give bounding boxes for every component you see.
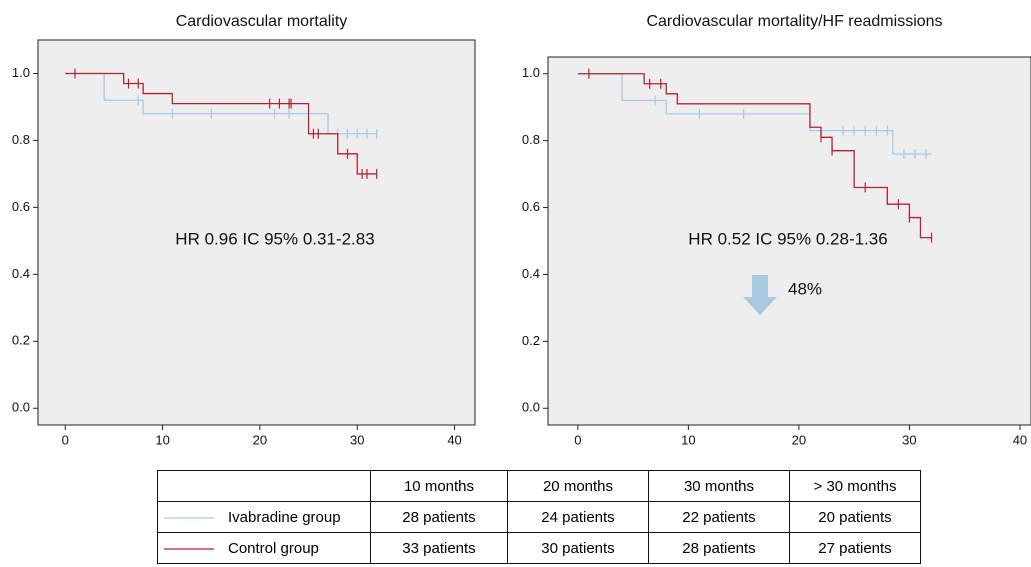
- table-cell: 22 patients: [648, 501, 790, 533]
- table-row: Control group 33 patients 30 patients 28 pa…: [157, 532, 921, 564]
- y-tick-label: 0.6: [522, 199, 540, 214]
- x-tick-label: 20: [253, 432, 267, 447]
- x-tick-label: 30: [902, 432, 916, 447]
- survival-curve: [65, 72, 377, 135]
- x-tick-label: 20: [792, 432, 806, 447]
- chart-title: Cardiovascular mortality: [176, 13, 348, 30]
- annotation: HR 0.52 IC 95% 0.28-1.36: [688, 229, 887, 248]
- x-tick-label: 40: [1013, 432, 1027, 447]
- arrow: [743, 275, 777, 315]
- x-tick-label: 0: [574, 432, 581, 447]
- row-label: Control group: [228, 539, 319, 557]
- km-chart: Cardiovascular mortality 0.0 0.2 0.4 0.6 0.8 1…: [12, 13, 476, 447]
- header-cell: > 30 months: [789, 470, 921, 502]
- x-tick-label: 10: [681, 432, 695, 447]
- table-cell: 28 patients: [370, 501, 508, 533]
- y-tick-label: 0.6: [12, 199, 30, 214]
- y-tick-label: 0.4: [12, 266, 30, 281]
- x-tick-label: 0: [62, 432, 69, 447]
- km-chart: Cardiovascular mortality/HF readmissions…: [522, 13, 1031, 447]
- legend-swatch: [164, 516, 214, 519]
- y-tick-label: 0.8: [522, 132, 540, 147]
- chart-title: Cardiovascular mortality/HF readmissions: [646, 13, 942, 30]
- y-tick-label: 0.4: [522, 266, 540, 281]
- plot-area: [547, 56, 1031, 426]
- legend-swatch: [164, 547, 214, 550]
- table-cell: 33 patients: [370, 532, 508, 564]
- y-tick-label: 0.2: [522, 333, 540, 348]
- row-label-cell: Ivabradine group: [157, 501, 371, 533]
- x-tick-label: 10: [155, 432, 169, 447]
- table-cell: 20 patients: [789, 501, 921, 533]
- header-cell: 10 months: [370, 470, 508, 502]
- y-tick-label: 0.2: [12, 333, 30, 348]
- row-label-cell: Control group: [157, 532, 371, 564]
- header-cell: 30 months: [648, 470, 790, 502]
- header-row: 10 months 20 months 30 months > 30 month…: [157, 470, 921, 502]
- annotation: HR 0.96 IC 95% 0.31-2.83: [175, 229, 374, 248]
- charts: Cardiovascular mortality 0.0 0.2 0.4 0.6 0.8 1…: [12, 13, 1031, 447]
- table-cell: 24 patients: [507, 501, 649, 533]
- survival-curve: [577, 73, 932, 239]
- header-cell: 20 months: [507, 470, 649, 502]
- survival-curve: [577, 73, 932, 155]
- row-label: Ivabradine group: [228, 508, 341, 526]
- table-cell: 28 patients: [648, 532, 790, 564]
- survival-curve: [65, 72, 377, 175]
- note: 48%: [788, 279, 822, 298]
- patients-table: 10 months 20 months 30 months > 30 month…: [157, 470, 921, 564]
- table-cell: 27 patients: [789, 532, 921, 564]
- y-tick-label: 1.0: [522, 65, 540, 80]
- x-tick-label: 40: [447, 432, 461, 447]
- corner-cell: [157, 470, 371, 502]
- table-cell: 30 patients: [507, 532, 649, 564]
- x-tick-label: 30: [350, 432, 364, 447]
- y-tick-label: 0.0: [522, 400, 540, 415]
- y-tick-label: 1.0: [12, 65, 30, 80]
- y-tick-label: 0.0: [12, 400, 30, 415]
- table-row: Ivabradine group 28 patients 24 patients 22…: [157, 501, 921, 533]
- y-tick-label: 0.8: [12, 132, 30, 147]
